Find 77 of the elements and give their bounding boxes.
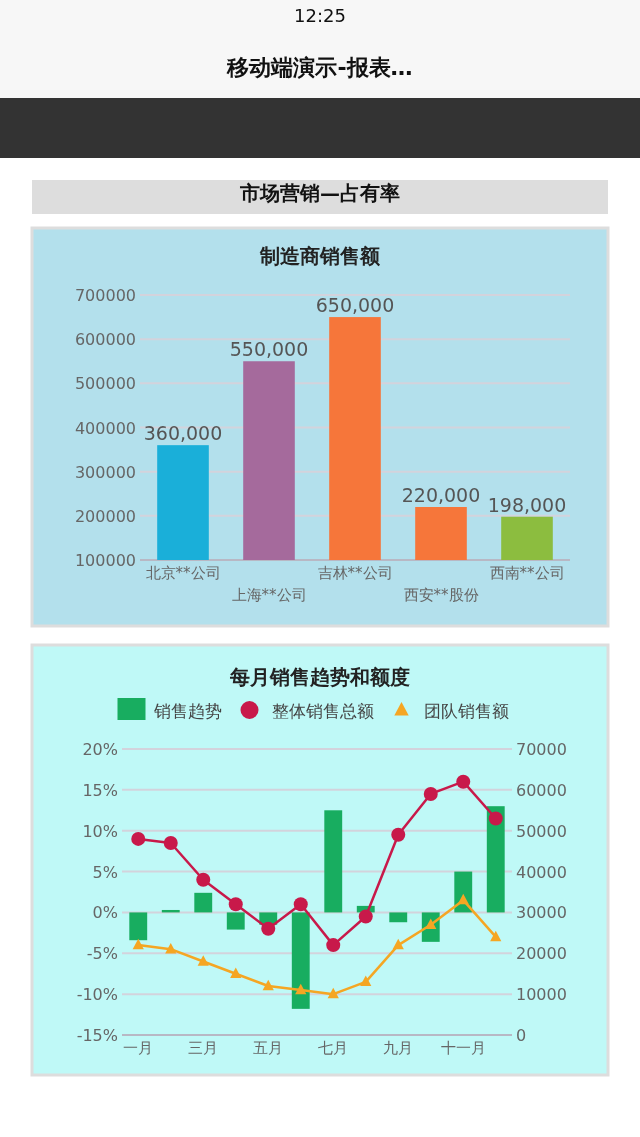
text: 移动端演示-报表… (226, 55, 413, 80)
y2-tick-label: 70000 (516, 740, 567, 759)
point (358, 909, 373, 924)
y-tick-label: 15% (82, 780, 118, 800)
point (327, 987, 339, 999)
point (197, 955, 209, 966)
point (457, 893, 469, 905)
point (165, 942, 177, 954)
point (456, 774, 471, 789)
y2-tick-label: 30000 (516, 903, 567, 923)
bar (486, 806, 505, 913)
point (391, 827, 406, 842)
point (423, 786, 438, 801)
point (261, 921, 276, 936)
chart-title: 制造商销售额 (259, 244, 381, 268)
bar (194, 892, 213, 913)
legend-label: 整体销售总额 (271, 701, 374, 721)
point (490, 930, 502, 942)
y2-tick-label: 20000 (516, 944, 567, 964)
data-label: 650,000 (315, 294, 395, 317)
y-tick-label: 20% (82, 740, 118, 759)
point (196, 872, 211, 887)
y-tick-label: -10% (76, 985, 118, 1005)
x-tick-label: 上海**公司 (231, 586, 307, 604)
y-tick-label: 600000 (74, 330, 136, 350)
bar (129, 912, 148, 941)
point (262, 979, 274, 991)
y-tick-label: 5% (92, 862, 118, 882)
x-tick-label: 西安**股份 (403, 586, 479, 604)
point (131, 831, 146, 846)
bar (389, 912, 408, 923)
x-tick-label: 十一月 (440, 1039, 486, 1057)
text: 市场营销—占有率 (239, 181, 400, 205)
x-tick-label: 吉林**公司 (317, 564, 393, 582)
chart-title: 每月销售趋势和额度 (229, 665, 410, 689)
point (326, 938, 341, 953)
y-tick-label: 400000 (74, 418, 136, 438)
legend-label: 销售趋势 (152, 701, 222, 721)
point (293, 897, 308, 912)
y2-tick-label: 60000 (516, 780, 567, 800)
y-tick-label: 300000 (74, 462, 136, 482)
y-tick-label: 0% (92, 903, 118, 923)
x-tick-label: 九月 (383, 1039, 414, 1057)
point (163, 835, 178, 850)
bar (226, 912, 245, 930)
point (230, 967, 242, 978)
point (360, 975, 372, 987)
point (132, 938, 144, 950)
bar (291, 912, 310, 1009)
text: 12:25 (294, 5, 346, 26)
y2-tick-label: 40000 (516, 862, 567, 882)
x-tick-label: 一月 (123, 1039, 154, 1057)
y2-tick-label: 50000 (516, 821, 567, 841)
x-tick-label: 五月 (253, 1039, 284, 1057)
y-tick-label: 500000 (74, 374, 136, 394)
y-tick-label: 700000 (74, 286, 136, 305)
legend-label: 团队销售额 (423, 701, 509, 721)
x-tick-label: 三月 (188, 1039, 219, 1057)
data-label: 220,000 (401, 484, 481, 506)
point (295, 983, 307, 995)
x-tick-label: 北京**公司 (145, 564, 221, 582)
data-label: 360,000 (143, 422, 223, 445)
data-label: 198,000 (487, 493, 567, 516)
y-tick-label: -5% (86, 944, 118, 964)
bar (324, 810, 343, 913)
x-tick-label: 西南**公司 (489, 564, 565, 582)
y-tick-label: 200000 (74, 506, 136, 526)
y-tick-label: -15% (76, 1026, 118, 1045)
y2-tick-label: 10000 (516, 985, 567, 1005)
y2-tick-label: 0 (516, 1026, 527, 1045)
point (228, 897, 243, 912)
data-label: 550,000 (229, 338, 309, 361)
point (488, 811, 503, 826)
x-tick-label: 七月 (318, 1039, 349, 1057)
y-tick-label: 10% (82, 821, 118, 841)
y-tick-label: 100000 (74, 551, 136, 570)
point (392, 938, 404, 950)
